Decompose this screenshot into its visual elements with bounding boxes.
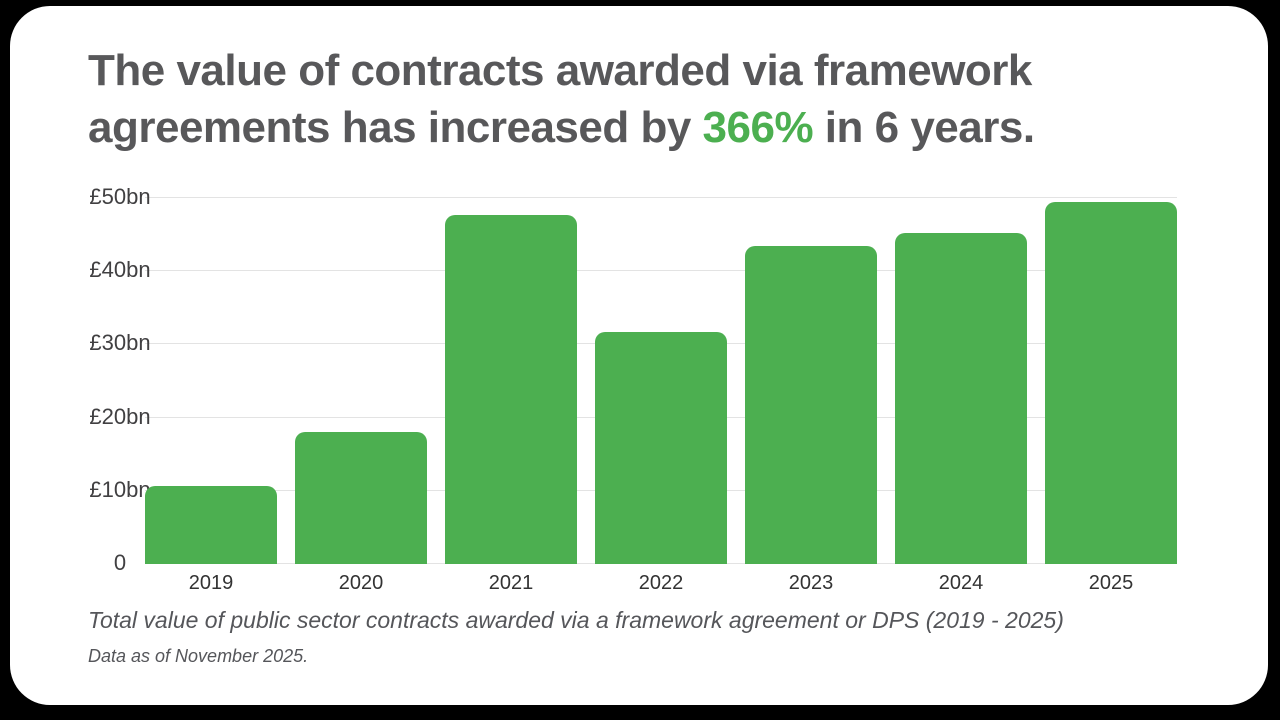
x-tick-label-2020: 2020 xyxy=(338,572,384,594)
bar-2024 xyxy=(895,233,1027,564)
chart-source-caption: Total value of public sector contracts a… xyxy=(88,607,1064,633)
y-tick-label-10: £10bn xyxy=(89,476,151,502)
gridline-50: £50bn xyxy=(89,184,1177,209)
bar-2023 xyxy=(745,246,877,564)
x-labels: 2019 2020 2021 2022 2023 2024 2025 xyxy=(145,572,1177,595)
gridline-40: £40bn xyxy=(89,257,1177,282)
chart-date-caption: Data as of November 2025. xyxy=(88,646,309,666)
x-tick-label-2023: 2023 xyxy=(788,572,834,594)
x-tick-label-2022: 2022 xyxy=(638,572,684,594)
y-tick-label-0: 0 xyxy=(113,550,127,575)
x-tick-label-2021: 2021 xyxy=(488,572,534,594)
y-tick-label-30: £30bn xyxy=(89,330,151,356)
bar-2025 xyxy=(1045,202,1177,564)
bar-2022 xyxy=(595,331,727,564)
y-tick-label-40: £40bn xyxy=(89,257,151,283)
bar-2020 xyxy=(295,431,427,564)
headline-line2-before: agreements has increased by xyxy=(88,103,703,152)
headline-line1: The value of contracts awarded via frame… xyxy=(88,46,1032,95)
x-tick-label-2025: 2025 xyxy=(1088,572,1134,594)
y-tick-label-20: £20bn xyxy=(89,403,151,429)
x-tick-label-2024: 2024 xyxy=(938,572,984,594)
chart-headline: The value of contracts awarded via frame… xyxy=(88,42,1208,156)
bars xyxy=(145,198,1177,564)
y-tick-label-50: £50bn xyxy=(89,184,151,209)
bar-2021 xyxy=(445,214,577,564)
x-tick-label-2019: 2019 xyxy=(188,572,234,594)
plot-area: £50bn £40bn £30bn £20bn £10bn 0 xyxy=(89,184,1177,575)
headline-line2-after: in 6 years. xyxy=(813,103,1035,152)
infographic-card: The value of contracts awarded via frame… xyxy=(10,6,1268,705)
bar-2019 xyxy=(145,486,277,564)
headline-percentage-highlight: 366% xyxy=(702,103,814,152)
